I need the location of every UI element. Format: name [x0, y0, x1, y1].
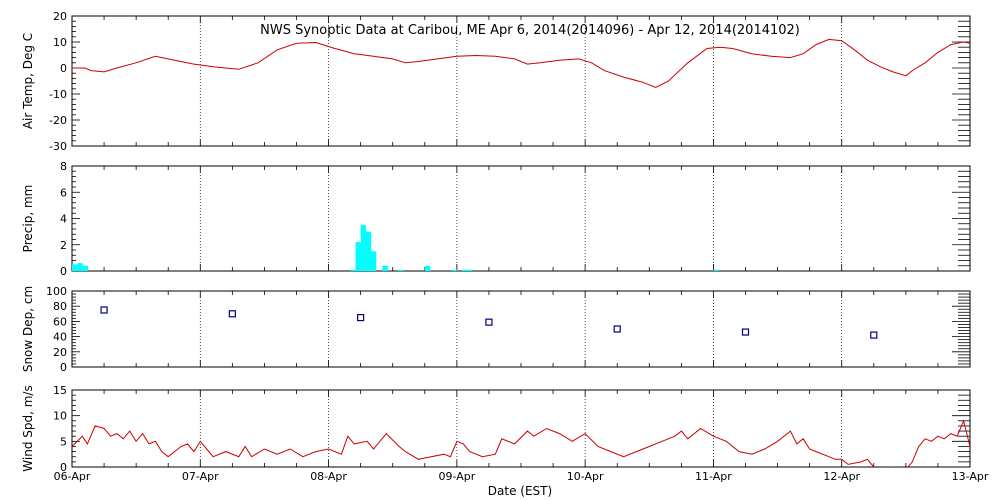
- air-temp-y-tick-label: 20: [53, 10, 67, 23]
- precip-y-label: Precip, mm: [21, 185, 35, 253]
- precip-bar: [365, 231, 372, 271]
- snow-depth-panel: 100 80 60 40 20 0 Snow Dep, cm: [21, 285, 971, 374]
- x-tick-label: 08-Apr: [310, 470, 347, 483]
- snow-depth-point: [357, 314, 365, 322]
- wind-speed-series-line: [72, 419, 970, 467]
- precip-frame: [71, 165, 971, 272]
- precip-panel: 8 6 4 2 0 Precip, mm: [21, 160, 971, 278]
- wind-speed-y-tick-label: 15: [53, 384, 67, 397]
- snow-depth-y-tick-label: 0: [60, 361, 67, 374]
- precip-y-tick-label: 2: [60, 239, 67, 252]
- snow-depth-y-tick-label: 80: [53, 300, 67, 313]
- air-temp-y-tick-label: -10: [49, 88, 67, 101]
- precip-bar: [451, 269, 458, 271]
- snow-depth-y-tick-label: 20: [53, 346, 67, 359]
- air-temp-y-tick-label: 0: [60, 62, 67, 75]
- air-temp-y-tick-label: -20: [49, 114, 67, 127]
- x-tick-label: 06-Apr: [54, 470, 91, 483]
- x-tick-label: 09-Apr: [438, 470, 475, 483]
- precip-bar: [424, 265, 431, 271]
- wind-speed-marks: [72, 419, 970, 467]
- precip-bar: [77, 263, 83, 271]
- x-axis-label: Date (EST): [488, 484, 552, 498]
- precip-bar: [370, 251, 377, 271]
- snow-depth-y-tick-label: 40: [53, 331, 67, 344]
- air-temp-marks: [72, 38, 970, 89]
- air-temp-y-label: Air Temp, Deg C: [21, 33, 35, 129]
- x-tick-label: 11-Apr: [695, 470, 732, 483]
- precip-y-tick-label: 4: [60, 213, 67, 226]
- air-temp-series-line: [72, 38, 970, 89]
- snow-depth-point: [100, 306, 108, 314]
- precip-bar: [467, 269, 473, 271]
- precip-y-tick-label: 0: [60, 265, 67, 278]
- snow-depth-y-tick-label: 60: [53, 315, 67, 328]
- snow-depth-point: [613, 325, 621, 333]
- precip-bar: [397, 269, 404, 271]
- precip-y-tick-label: 8: [60, 160, 67, 173]
- chart-title: NWS Synoptic Data at Caribou, ME Apr 6, …: [260, 23, 800, 38]
- x-tick-label: 13-Apr: [952, 470, 989, 483]
- precip-bar: [461, 269, 468, 271]
- snow-depth-point: [228, 310, 236, 318]
- snow-depth-point: [741, 328, 750, 336]
- wind-speed-panel: 15 10 5 0 Wind Spd, m/s: [21, 384, 971, 474]
- wind-speed-y-tick-label: 10: [53, 410, 67, 423]
- precip-marks: [72, 225, 719, 271]
- wind-speed-y-tick-label: 0: [60, 461, 67, 474]
- precip-bar: [360, 225, 367, 271]
- precip-bar: [355, 242, 361, 271]
- snow-depth-point: [870, 331, 878, 339]
- air-temp-y-tick-label: 10: [53, 36, 67, 49]
- wind-speed-y-tick-label: 5: [60, 435, 67, 448]
- snow-depth-frame: [71, 290, 971, 368]
- precip-y-tick-label: 6: [60, 186, 67, 199]
- precip-bar: [350, 269, 356, 271]
- x-tick-label: 07-Apr: [182, 470, 219, 483]
- x-tick-label: 12-Apr: [823, 470, 860, 483]
- air-temp-y-tick-label: -30: [49, 140, 67, 153]
- precip-bar: [82, 265, 89, 271]
- snow-depth-point: [485, 318, 493, 326]
- precip-bar: [713, 269, 719, 271]
- snow-depth-y-tick-label: 100: [46, 285, 67, 298]
- snow-depth-y-label: Snow Dep, cm: [21, 286, 35, 372]
- snow-depth-marks: [100, 306, 878, 339]
- precip-bar: [72, 264, 78, 271]
- wind-speed-frame: [71, 389, 971, 468]
- air-temp-panel: 20 10 0 -10 -20 -30 Air Temp, Deg C: [21, 10, 971, 153]
- precip-bar: [382, 265, 388, 271]
- wind-speed-y-label: Wind Spd, m/s: [21, 385, 35, 471]
- x-tick-label: 10-Apr: [567, 470, 604, 483]
